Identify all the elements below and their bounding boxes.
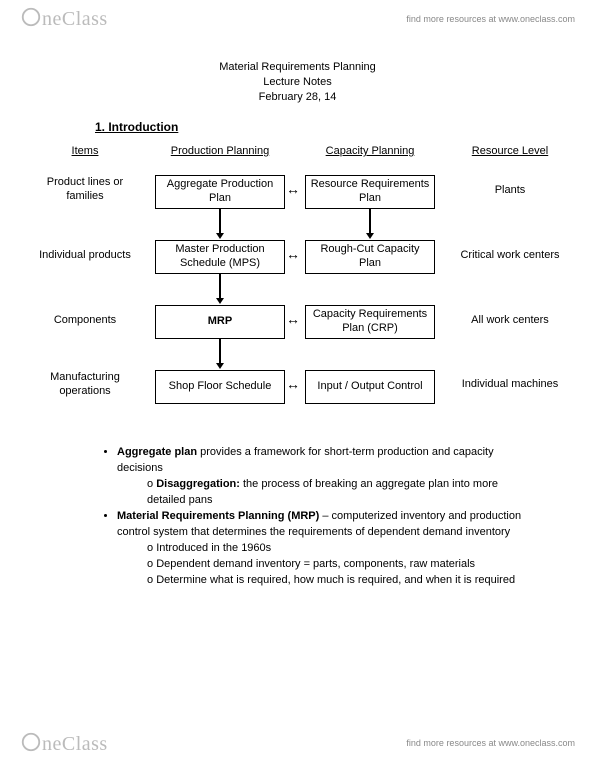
dblarrow-row4: ↔ [286, 384, 300, 386]
bullet-mrp: Material Requirements Planning (MRP) – c… [117, 509, 525, 589]
row4-item: Manufacturing operations [30, 370, 140, 399]
dblarrow-row2: ↔ [286, 254, 300, 256]
doc-subtitle: Lecture Notes [0, 75, 595, 90]
row3-item: Components [30, 313, 140, 327]
arrow-cap-1-2 [369, 209, 371, 234]
row2-item: Individual products [30, 248, 140, 262]
logo-bottom: neClass [20, 731, 108, 756]
document-header: Material Requirements Planning Lecture N… [0, 60, 595, 105]
bullet-aggregate-lead: Aggregate plan [117, 446, 197, 458]
col-header-resource: Resource Level [450, 145, 570, 157]
arrow-prod-2-3 [219, 274, 221, 299]
sub-disaggregation: Disaggregation: the process of breaking … [147, 477, 525, 509]
resources-link-top[interactable]: find more resources at www.oneclass.com [406, 14, 575, 24]
col-header-production: Production Planning [155, 145, 285, 157]
box-roughcut: Rough-Cut Capacity Plan [305, 240, 435, 274]
notes-section: Aggregate plan provides a framework for … [95, 445, 525, 588]
dblarrow-row1: ↔ [286, 189, 300, 191]
box-mrp: MRP [155, 305, 285, 339]
bullet-aggregate: Aggregate plan provides a framework for … [117, 445, 525, 509]
row3-res: All work centers [450, 313, 570, 327]
sub-disaggregation-lead: Disaggregation: [156, 478, 240, 490]
bullet-mrp-lead: Material Requirements Planning (MRP) [117, 510, 319, 522]
col-header-items: Items [30, 145, 140, 157]
sub-mrp-1960s: Introduced in the 1960s [147, 541, 525, 557]
doc-date: February 28, 14 [0, 90, 595, 105]
box-crp: Capacity Requirements Plan (CRP) [305, 305, 435, 339]
resources-link-bottom[interactable]: find more resources at www.oneclass.com [406, 738, 575, 748]
box-mps: Master Production Schedule (MPS) [155, 240, 285, 274]
box-resource-req-plan: Resource Requirements Plan [305, 175, 435, 209]
sub-mrp-determine: Determine what is required, how much is … [147, 573, 525, 589]
logo-top: neClass [20, 6, 108, 31]
arrow-prod-1-2 [219, 209, 221, 234]
sub-mrp-dependent: Dependent demand inventory = parts, comp… [147, 557, 525, 573]
section-heading: 1. Introduction [95, 120, 178, 134]
box-shopfloor: Shop Floor Schedule [155, 370, 285, 404]
row2-res: Critical work centers [450, 248, 570, 262]
row1-item: Product lines or families [30, 175, 140, 204]
row4-res: Individual machines [450, 377, 570, 391]
box-io-control: Input / Output Control [305, 370, 435, 404]
dblarrow-row3: ↔ [286, 319, 300, 321]
box-aggregate-plan: Aggregate Production Plan [155, 175, 285, 209]
arrow-prod-3-4 [219, 339, 221, 364]
row1-res: Plants [450, 183, 570, 197]
doc-title: Material Requirements Planning [0, 60, 595, 75]
col-header-capacity: Capacity Planning [305, 145, 435, 157]
